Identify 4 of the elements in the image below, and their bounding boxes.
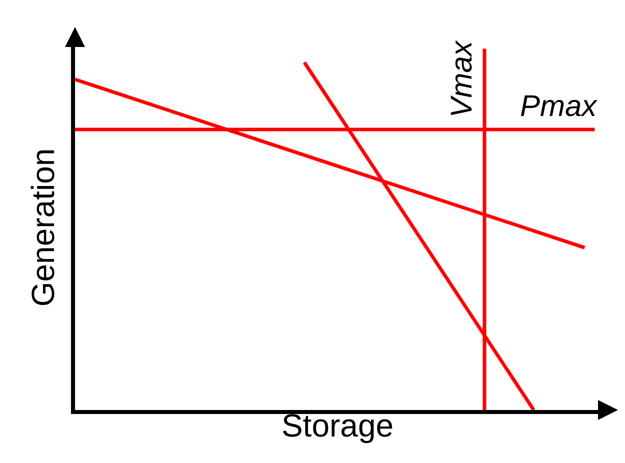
x-axis-title: Storage xyxy=(281,407,394,444)
y-axis-title: Generation xyxy=(24,148,61,307)
annotation: Vmax xyxy=(445,40,478,118)
ref-line-label: Pmax xyxy=(520,90,598,123)
